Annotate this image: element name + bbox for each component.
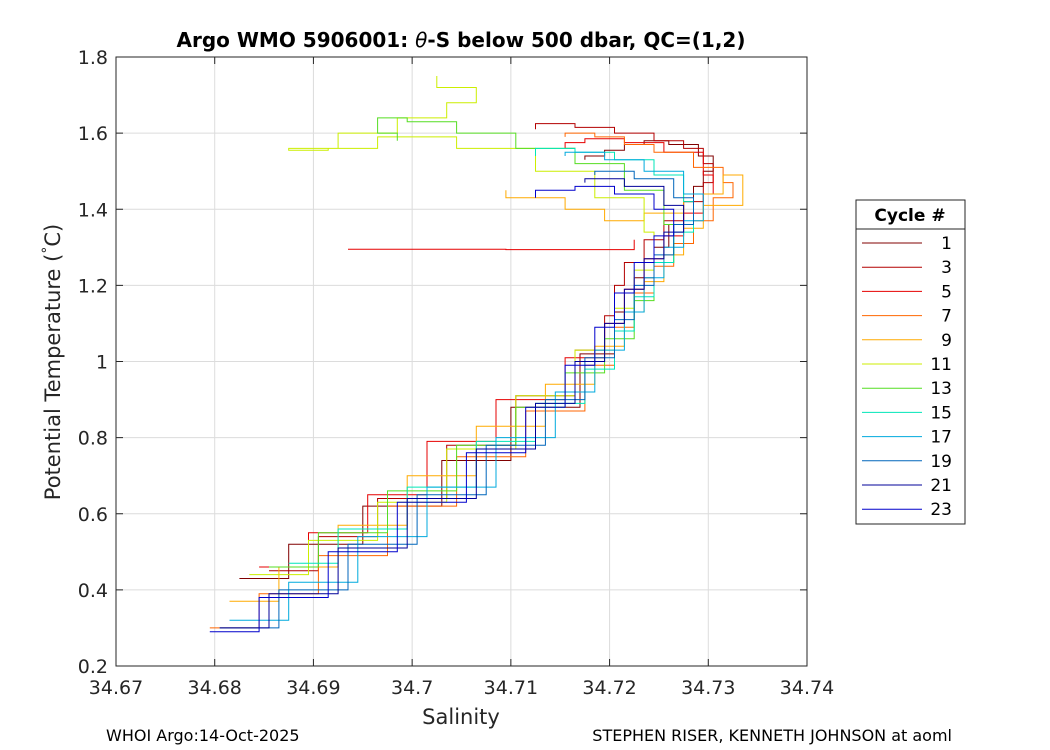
- legend-label: 23: [930, 500, 952, 520]
- legend-label: 11: [930, 355, 952, 375]
- x-tick-label: 34.7: [391, 677, 433, 699]
- footer-right: STEPHEN RISER, KENNETH JOHNSON at aoml: [592, 726, 952, 745]
- x-tick-label: 34.71: [484, 677, 538, 699]
- legend-title: Cycle #: [874, 206, 945, 226]
- legend-label: 3: [941, 258, 952, 278]
- y-tick-label: 0.2: [78, 656, 108, 678]
- y-tick-label: 1.6: [78, 123, 108, 145]
- legend-box: [855, 199, 966, 525]
- y-tick-label: 0.6: [78, 504, 108, 526]
- series-line-cycle-21: [219, 178, 685, 629]
- series-line-cycle-7: [209, 132, 734, 629]
- legend-label: 21: [930, 476, 952, 496]
- y-axis-ticks: 0.2 0.4 0.6 0.8 1 1.2 1.4 1.6 1.8: [78, 47, 807, 678]
- legend-label: 1: [941, 234, 952, 254]
- y-tick-label: 0.8: [78, 428, 108, 450]
- legend-label: 7: [941, 307, 952, 327]
- y-tick-label: 1: [96, 352, 108, 374]
- y-tick-label: 1.2: [78, 275, 108, 297]
- y-tick-label: 1.8: [78, 47, 108, 69]
- legend-label: 13: [930, 379, 952, 399]
- x-tick-label: 34.74: [780, 677, 834, 699]
- x-tick-label: 34.73: [681, 677, 735, 699]
- chart-title: Argo WMO 5906001: θ-S below 500 dbar, QC…: [177, 28, 746, 52]
- x-tick-label: 34.67: [89, 677, 143, 699]
- y-tick-label: 1.4: [78, 199, 108, 221]
- x-tick-label: 34.68: [188, 677, 242, 699]
- legend-label: 5: [941, 282, 952, 302]
- footer-left: WHOI Argo:14-Oct-2025: [106, 726, 300, 745]
- y-axis-label: Potential Temperature (°C): [40, 224, 65, 500]
- x-axis-ticks: 34.67 34.68 34.69 34.7 34.71 34.72 34.73 34.74: [89, 57, 834, 699]
- legend-label: 9: [941, 331, 952, 351]
- series-line-cycle-5b: [348, 239, 635, 251]
- series-layer: [209, 76, 744, 633]
- x-axis-label: Salinity: [422, 705, 500, 729]
- x-tick-label: 34.69: [286, 677, 340, 699]
- y-tick-label: 0.4: [78, 580, 108, 602]
- x-tick-label: 34.72: [582, 677, 636, 699]
- series-line-cycle-17: [229, 151, 704, 621]
- legend-label: 19: [930, 452, 952, 472]
- legend-label: 17: [930, 428, 952, 448]
- series-line-cycle-23: [209, 185, 675, 633]
- legend-label: 15: [930, 403, 952, 423]
